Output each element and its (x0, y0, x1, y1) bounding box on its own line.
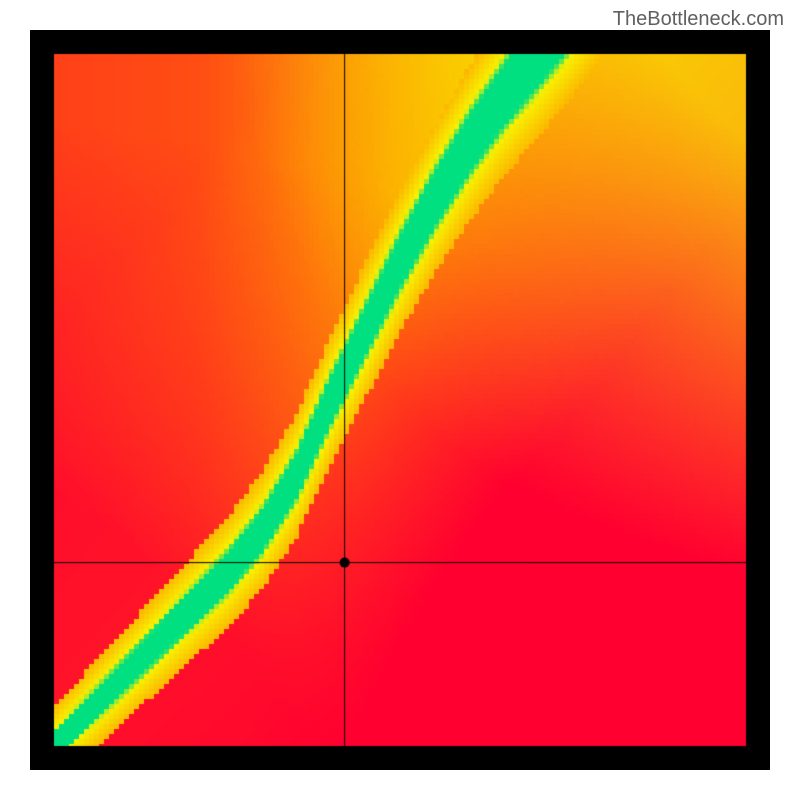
watermark-text: TheBottleneck.com (613, 8, 784, 31)
chart-container: TheBottleneck.com (0, 0, 800, 800)
heatmap-canvas (30, 30, 770, 770)
